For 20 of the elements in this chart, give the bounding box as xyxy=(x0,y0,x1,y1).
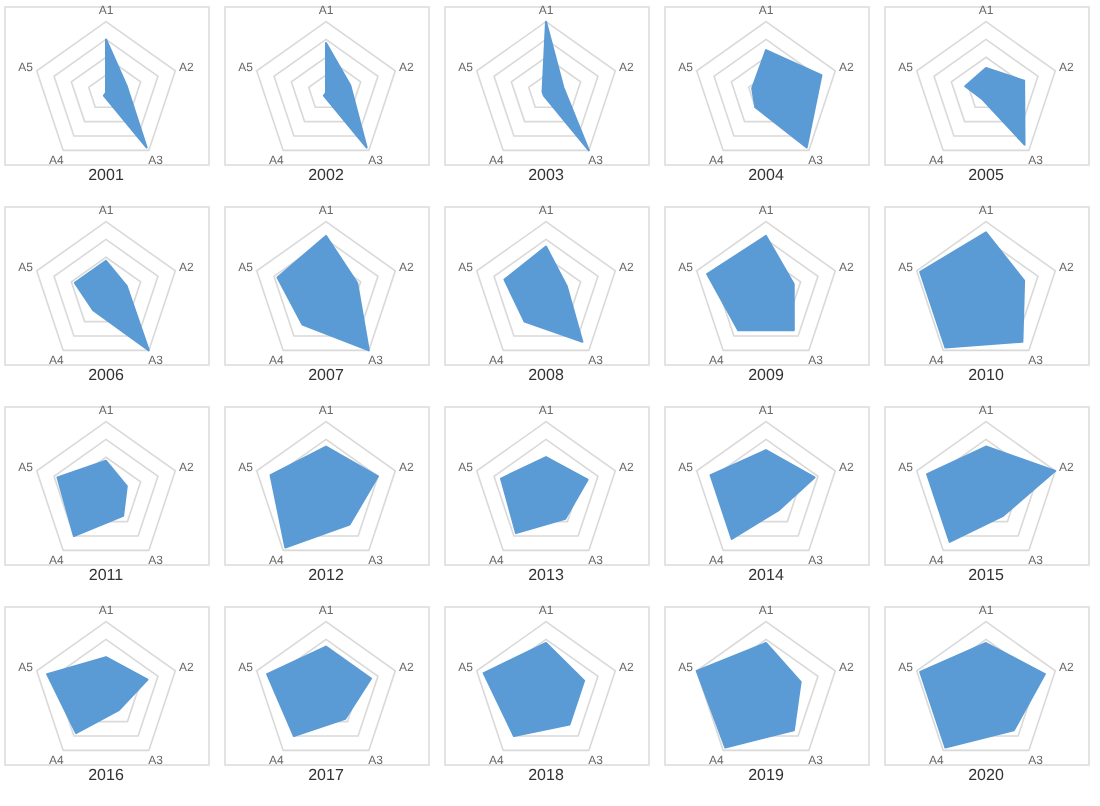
text: 2009 xyxy=(748,365,785,384)
text: 2003 xyxy=(528,165,565,184)
text: 2001 xyxy=(88,165,125,184)
text: 2010 xyxy=(968,365,1005,384)
text: 2007 xyxy=(308,365,345,384)
text: 2008 xyxy=(528,365,565,384)
text: 2006 xyxy=(88,365,125,384)
text: 2015 xyxy=(968,565,1005,584)
text: 2002 xyxy=(308,165,345,184)
text: 2020 xyxy=(968,765,1005,784)
text: 2017 xyxy=(308,765,345,784)
text: 2019 xyxy=(748,765,785,784)
text: 2014 xyxy=(748,565,785,584)
text: 2005 xyxy=(968,165,1005,184)
text: 2016 xyxy=(88,765,125,784)
text: 2018 xyxy=(528,765,565,784)
text: 2013 xyxy=(528,565,565,584)
text: 2004 xyxy=(748,165,785,184)
text: 2011 xyxy=(88,565,125,584)
text: 2012 xyxy=(308,565,345,584)
